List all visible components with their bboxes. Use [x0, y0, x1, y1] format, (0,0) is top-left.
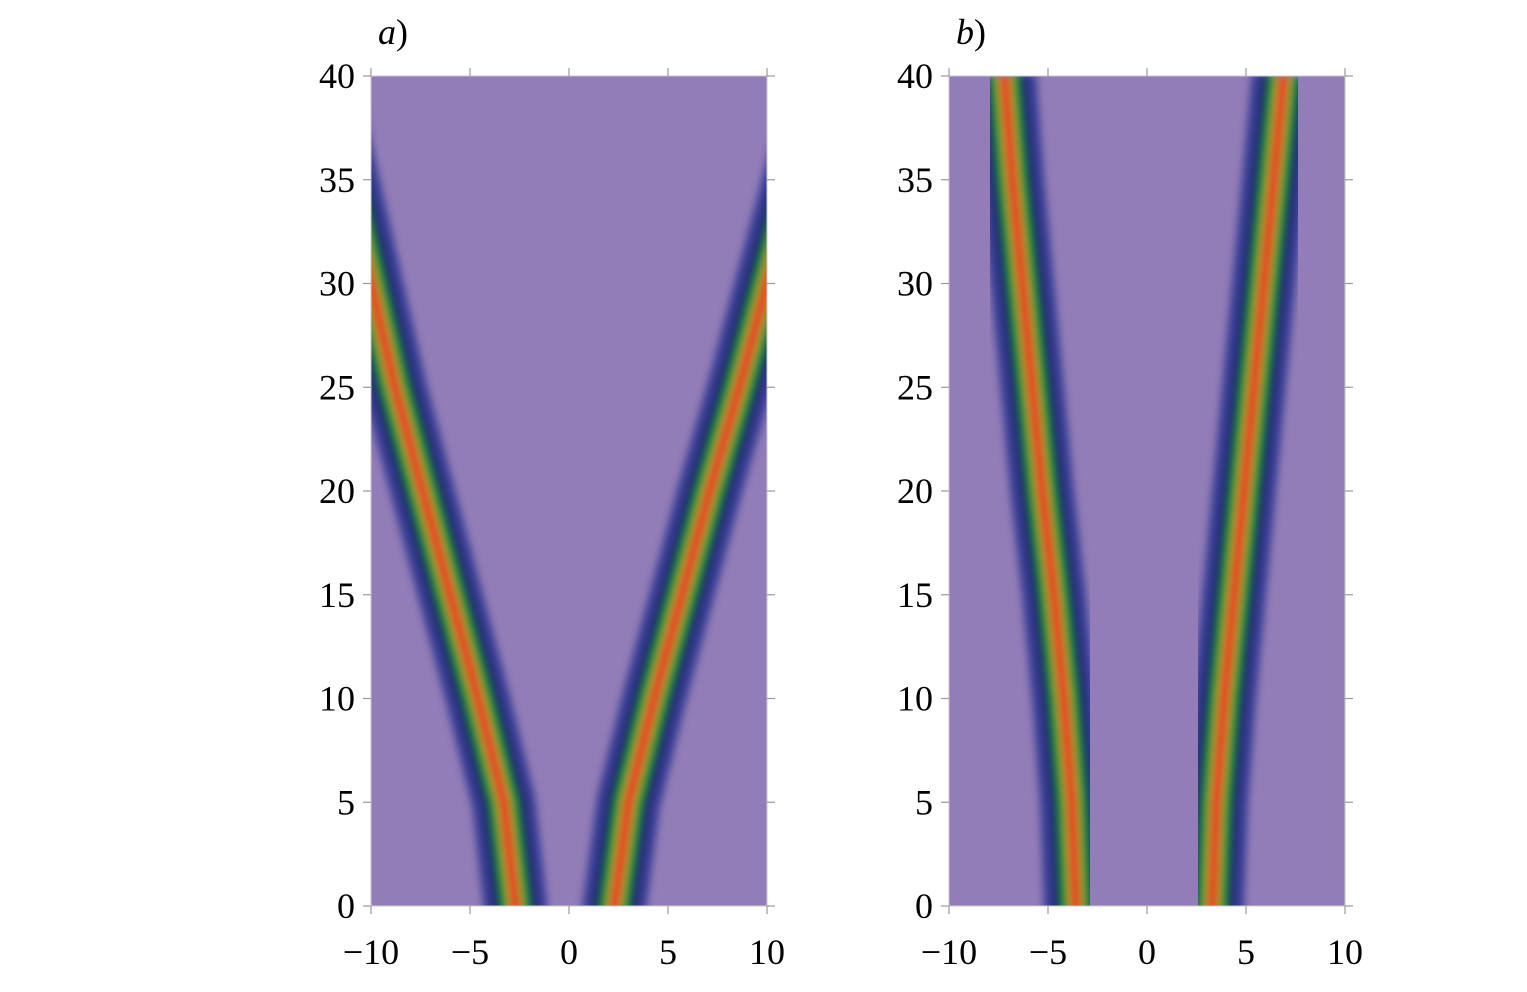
panel-a-plot-area [370, 75, 768, 907]
panel-b-label: b) [956, 12, 986, 52]
panel-b-x-tick-label: −10 [921, 932, 977, 972]
panel-a-y-tick-label: 20 [319, 471, 355, 511]
panel-a-ridge-2 [582, 159, 767, 906]
panel-b-y-tick-label: 0 [915, 886, 933, 926]
panel-b-y-tick-label: 25 [897, 367, 933, 407]
panel-a-y-axis: 0 5 10 15 20 25 30 35 40 [319, 56, 775, 926]
panel-a-x-tick-label: 0 [560, 932, 578, 972]
panel-a-x-tick-label: −10 [343, 932, 399, 972]
panel-a-label: a) [378, 12, 408, 52]
panel-b-x-tick-label: 0 [1138, 932, 1156, 972]
panel-a-y-tick-label: 35 [319, 160, 355, 200]
panel-b: b) 0 5 10 15 20 25 30 35 40 −10 −5 0 5 10 [897, 12, 1363, 972]
panel-b-y-tick-label: 15 [897, 575, 933, 615]
panel-b-y-tick-label: 30 [897, 264, 933, 304]
panel-a-y-tick-label: 30 [319, 264, 355, 304]
panel-a-x-axis: −10 −5 0 5 10 [343, 68, 785, 972]
panel-b-y-tick-label: 35 [897, 160, 933, 200]
panel-b-y-tick-label: 10 [897, 679, 933, 719]
panel-b-y-axis: 0 5 10 15 20 25 30 35 40 [897, 56, 1353, 926]
panel-b-ridge-1 [972, 76, 1108, 906]
panel-b-y-tick-label: 5 [915, 782, 933, 822]
panel-b-ridge-2 [1180, 76, 1316, 906]
panel-a-y-tick-label: 25 [319, 367, 355, 407]
panel-b-x-tick-label: −5 [1029, 932, 1067, 972]
panel-a-y-tick-label: 10 [319, 679, 355, 719]
panel-b-y-tick-label: 20 [897, 471, 933, 511]
panel-a-x-tick-label: 5 [659, 932, 677, 972]
panel-a-y-tick-label: 0 [337, 886, 355, 926]
panel-b-x-axis: −10 −5 0 5 10 [921, 68, 1363, 972]
panel-b-y-tick-label: 40 [897, 56, 933, 96]
panel-a: a) 0 5 10 15 20 25 30 35 40 −10 −5 0 5 10 [319, 12, 785, 972]
panel-b-plot-area [948, 75, 1346, 907]
panel-a-x-tick-label: −5 [451, 932, 489, 972]
panel-a-ridge-1 [371, 140, 548, 906]
panel-b-x-tick-label: 10 [1327, 932, 1363, 972]
panel-a-x-tick-label: 10 [749, 932, 785, 972]
panel-a-y-tick-label: 5 [337, 782, 355, 822]
panel-a-y-tick-label: 40 [319, 56, 355, 96]
panel-a-y-tick-label: 15 [319, 575, 355, 615]
panel-b-x-tick-label: 5 [1237, 932, 1255, 972]
